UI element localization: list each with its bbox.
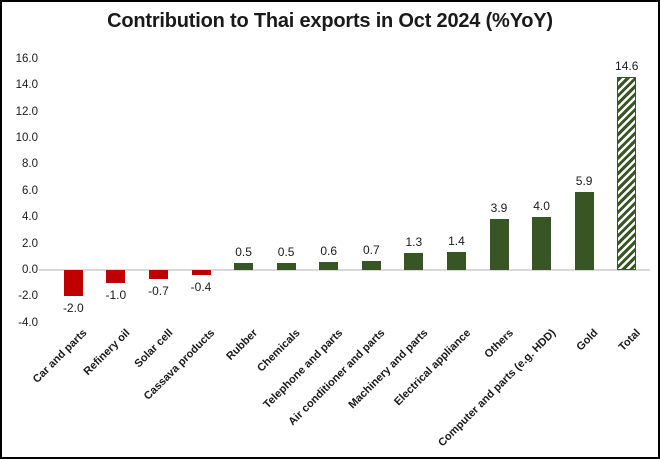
- bar: [361, 260, 381, 270]
- bar-value-label: 4.0: [533, 199, 550, 214]
- bar: [191, 270, 211, 276]
- bar: [63, 270, 83, 297]
- bar-value-label: 1.4: [448, 233, 465, 248]
- y-tick-label: 12.0: [15, 105, 38, 118]
- y-tick-label: -2.0: [18, 290, 38, 303]
- category-label: Cassava products: [141, 327, 218, 403]
- bar: [532, 217, 552, 270]
- bar-value-label: 5.9: [575, 174, 593, 189]
- bar: [148, 270, 168, 280]
- bar-value-label: -1.0: [105, 288, 127, 303]
- bar: [446, 251, 466, 270]
- bar-value-label: 1.3: [405, 234, 423, 249]
- bar-value-label: 0.6: [320, 244, 338, 259]
- category-label: Others: [481, 327, 516, 361]
- bar-value-label: 0.7: [362, 242, 380, 257]
- category-label: Solar cell: [131, 327, 175, 371]
- category-label: Telephone and parts: [261, 327, 346, 411]
- bar-value-label: -0.4: [190, 280, 212, 295]
- bar: [276, 263, 296, 270]
- bar-value-label: 14.6: [615, 59, 639, 74]
- y-tick-label: 4.0: [22, 211, 38, 224]
- y-tick-label: 14.0: [15, 79, 38, 92]
- bar: [489, 218, 509, 270]
- category-label: Car and parts: [31, 327, 90, 386]
- chart-title: Contribution to Thai exports in Oct 2024…: [107, 10, 553, 32]
- zero-gridline: [39, 269, 650, 271]
- bar: [574, 192, 594, 270]
- y-tick-label: -4.0: [18, 316, 38, 329]
- category-label: Machinery and parts: [346, 327, 431, 412]
- bar-value-label: 3.9: [490, 200, 508, 215]
- y-tick-label: 0.0: [22, 264, 38, 276]
- bar-value-label: 0.5: [277, 245, 295, 260]
- category-label: Electrical appliance: [391, 327, 473, 409]
- category-label: Total: [616, 327, 644, 354]
- bar-value-label: -0.7: [148, 284, 169, 299]
- bar: [617, 77, 637, 270]
- y-tick-label: 10.0: [15, 132, 38, 144]
- bar: [106, 270, 126, 284]
- y-tick-label: 2.0: [22, 237, 38, 250]
- bar: [404, 252, 424, 270]
- bar: [234, 263, 254, 270]
- bar-value-label: -2.0: [62, 301, 84, 316]
- bar: [319, 262, 339, 270]
- y-tick-label: 6.0: [22, 184, 38, 197]
- category-label: Gold: [574, 327, 601, 354]
- y-tick-label: 8.0: [22, 158, 38, 171]
- y-tick-label: 16.0: [15, 52, 38, 65]
- bar-value-label: 0.5: [235, 245, 252, 260]
- category-label: Rubber: [224, 327, 261, 363]
